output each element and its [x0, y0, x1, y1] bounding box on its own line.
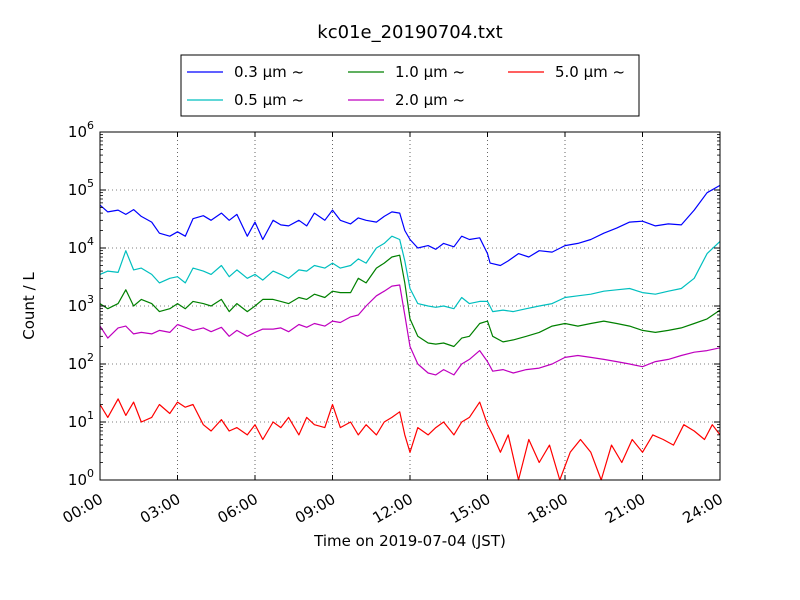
y-tick-label: 100 — [68, 467, 94, 489]
series-line-5 — [99, 398, 721, 481]
series-line-3 — [99, 254, 721, 348]
legend: 0.3 μm ~ 0.5 μm ~ 1.0 μm ~ 2.0 μm ~ 5.0 μm ~ — [180, 54, 640, 117]
series-line-2 — [99, 235, 721, 313]
legend-label-4: 2.0 μm ~ — [395, 91, 465, 109]
y-tick-label: 103 — [68, 293, 94, 315]
legend-label-2: 0.5 μm ~ — [234, 91, 304, 109]
series-layer — [99, 184, 721, 481]
y-tick-label: 106 — [68, 119, 94, 141]
x-axis-label: Time on 2019-07-04 (JST) — [313, 532, 506, 550]
y-tick-label: 105 — [68, 177, 94, 199]
y-tick-label: 101 — [68, 409, 94, 431]
legend-label-3: 1.0 μm ~ — [395, 63, 465, 81]
grid — [100, 132, 720, 480]
y-tick-label: 102 — [68, 351, 94, 373]
y-axis-label: Count / L — [20, 272, 38, 340]
series-line-1 — [99, 184, 721, 267]
series-line-4 — [99, 284, 721, 376]
y-tick-label: 104 — [68, 235, 94, 257]
chart-title: kc01e_20190704.txt — [317, 22, 502, 43]
legend-frame — [180, 54, 640, 117]
legend-label-1: 0.3 μm ~ — [234, 63, 304, 81]
ticks — [99, 131, 721, 481]
y-tick-labels: 100 101 102 103 104 105 106 — [68, 119, 94, 489]
legend-label-5: 5.0 μm ~ — [555, 63, 625, 81]
